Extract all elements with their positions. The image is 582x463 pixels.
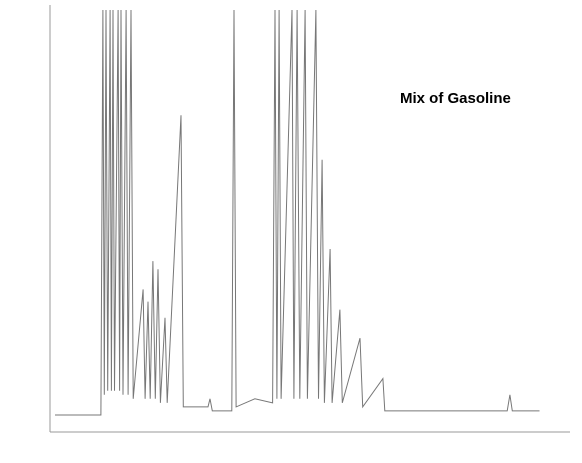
annotation: Mix of Gasoline: [400, 90, 511, 107]
chromatogram-line: [55, 9, 540, 416]
